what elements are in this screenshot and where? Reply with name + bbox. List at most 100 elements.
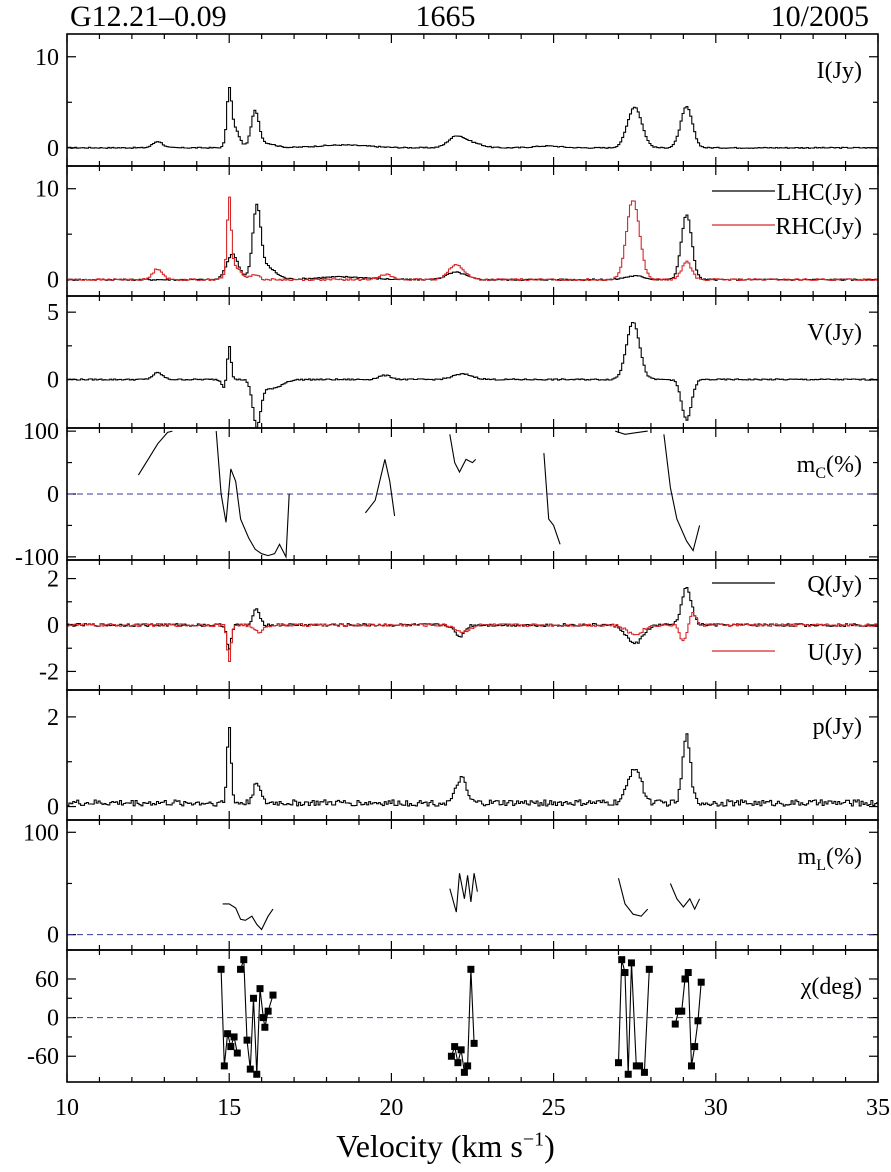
y-tick-label: 0	[47, 613, 59, 639]
y-tick-label: 0	[47, 368, 59, 394]
panel-label: p(Jy)	[813, 714, 862, 740]
data-point	[645, 965, 653, 973]
series-qjy-line	[67, 587, 878, 650]
data-point	[230, 1033, 238, 1041]
data-point	[246, 1065, 254, 1073]
data-point	[237, 965, 245, 973]
data-point	[256, 985, 264, 993]
data-segment	[617, 878, 649, 917]
y-tick-label: 10	[35, 45, 59, 71]
series-ujy-line	[67, 611, 878, 662]
x-tick-label: 20	[379, 1095, 403, 1120]
x-axis-title: Velocity (km s−1)	[336, 1128, 555, 1164]
data-point	[240, 956, 248, 964]
panel-label: I(Jy)	[817, 58, 862, 84]
data-point	[457, 1046, 465, 1054]
panel-QU: -2 0 2 Q(Jy) U(Jy)	[39, 559, 879, 691]
data-point	[220, 1062, 228, 1070]
panel-LR: 0 10 LHC(Jy) RHC(Jy)	[35, 165, 879, 297]
data-point	[684, 969, 692, 977]
data-point	[243, 1036, 251, 1044]
y-tick-label: -60	[27, 1044, 59, 1070]
data-point	[470, 1039, 478, 1047]
data-point	[636, 1062, 644, 1070]
panel-label: V(Jy)	[807, 320, 862, 346]
series-V-line	[67, 321, 878, 428]
data-point	[687, 1062, 695, 1070]
legend-label: U(Jy)	[807, 640, 862, 666]
y-tick-label: 0	[47, 482, 59, 508]
data-point	[454, 1059, 462, 1067]
data-point	[269, 991, 277, 999]
data-point	[618, 956, 626, 964]
x-tick-label: 30	[704, 1095, 728, 1120]
data-point	[681, 975, 689, 983]
data-point	[627, 959, 635, 967]
y-tick-label: 60	[35, 967, 59, 993]
data-point	[451, 1043, 459, 1051]
legend-label: Q(Jy)	[807, 572, 862, 598]
data-point	[694, 1017, 702, 1025]
data-point	[467, 965, 475, 973]
data-point	[614, 1059, 622, 1067]
source-name: G12.21–0.09	[70, 0, 227, 33]
data-point	[259, 1014, 267, 1022]
y-tick-label: 0	[47, 1006, 59, 1032]
data-point	[678, 1007, 686, 1015]
data-point	[621, 969, 629, 977]
data-point	[697, 978, 705, 986]
data-segment	[449, 434, 477, 474]
data-point	[217, 965, 225, 973]
panel-frame	[66, 33, 879, 167]
x-tick-label: 15	[217, 1095, 241, 1120]
panel-label: mL(%)	[798, 844, 862, 874]
panel-label: χ(deg)	[800, 974, 862, 1000]
panel-label: mC(%)	[797, 452, 862, 482]
panel-frame	[66, 165, 879, 297]
y-tick-label: 0	[47, 136, 59, 162]
epoch-label: 10/2005	[770, 0, 869, 33]
y-tick-label: 0	[47, 795, 59, 821]
series-I-line	[67, 86, 878, 149]
data-segment	[543, 453, 561, 545]
x-tick-label: 25	[542, 1095, 566, 1120]
y-tick-label: 5	[47, 300, 59, 326]
data-segment	[669, 883, 701, 911]
data-segment	[364, 459, 396, 517]
data-point	[640, 1068, 648, 1076]
data-segment	[215, 431, 290, 559]
series-p-line	[67, 727, 878, 807]
data-point	[671, 1020, 679, 1028]
series-rhcjy-line	[67, 196, 878, 282]
panel-p: 0 2 p(Jy)	[47, 689, 879, 821]
y-tick-label: 100	[23, 820, 59, 846]
y-tick-label: 0	[47, 923, 59, 949]
data-segment	[222, 903, 274, 931]
frequency-label: 1665	[415, 0, 476, 33]
data-segment	[663, 434, 701, 552]
panel-ml: 0 100 mL(%)	[23, 819, 879, 951]
data-point	[224, 1030, 232, 1038]
data-segment	[240, 959, 274, 1075]
data-point	[624, 1070, 632, 1078]
data-segment	[615, 430, 648, 435]
y-tick-label: -100	[15, 545, 59, 571]
data-point	[264, 1007, 272, 1015]
y-tick-label: 10	[35, 177, 59, 203]
legend-label: LHC(Jy)	[777, 180, 862, 206]
y-tick-label: 0	[47, 268, 59, 294]
panel-mc: -100 0 100 mC(%)	[15, 419, 879, 571]
data-point	[460, 1068, 468, 1076]
data-point	[233, 1049, 241, 1057]
data-segment	[617, 959, 650, 1075]
data-point	[253, 1070, 261, 1078]
data-segment	[449, 873, 478, 913]
legend-label: RHC(Jy)	[775, 214, 862, 240]
panel-frame	[66, 295, 879, 429]
data-point	[464, 1062, 472, 1070]
y-tick-label: 2	[47, 567, 59, 593]
panel-V: 0 5 V(Jy)	[47, 295, 879, 429]
data-point	[447, 1052, 455, 1060]
data-segment	[137, 430, 173, 476]
